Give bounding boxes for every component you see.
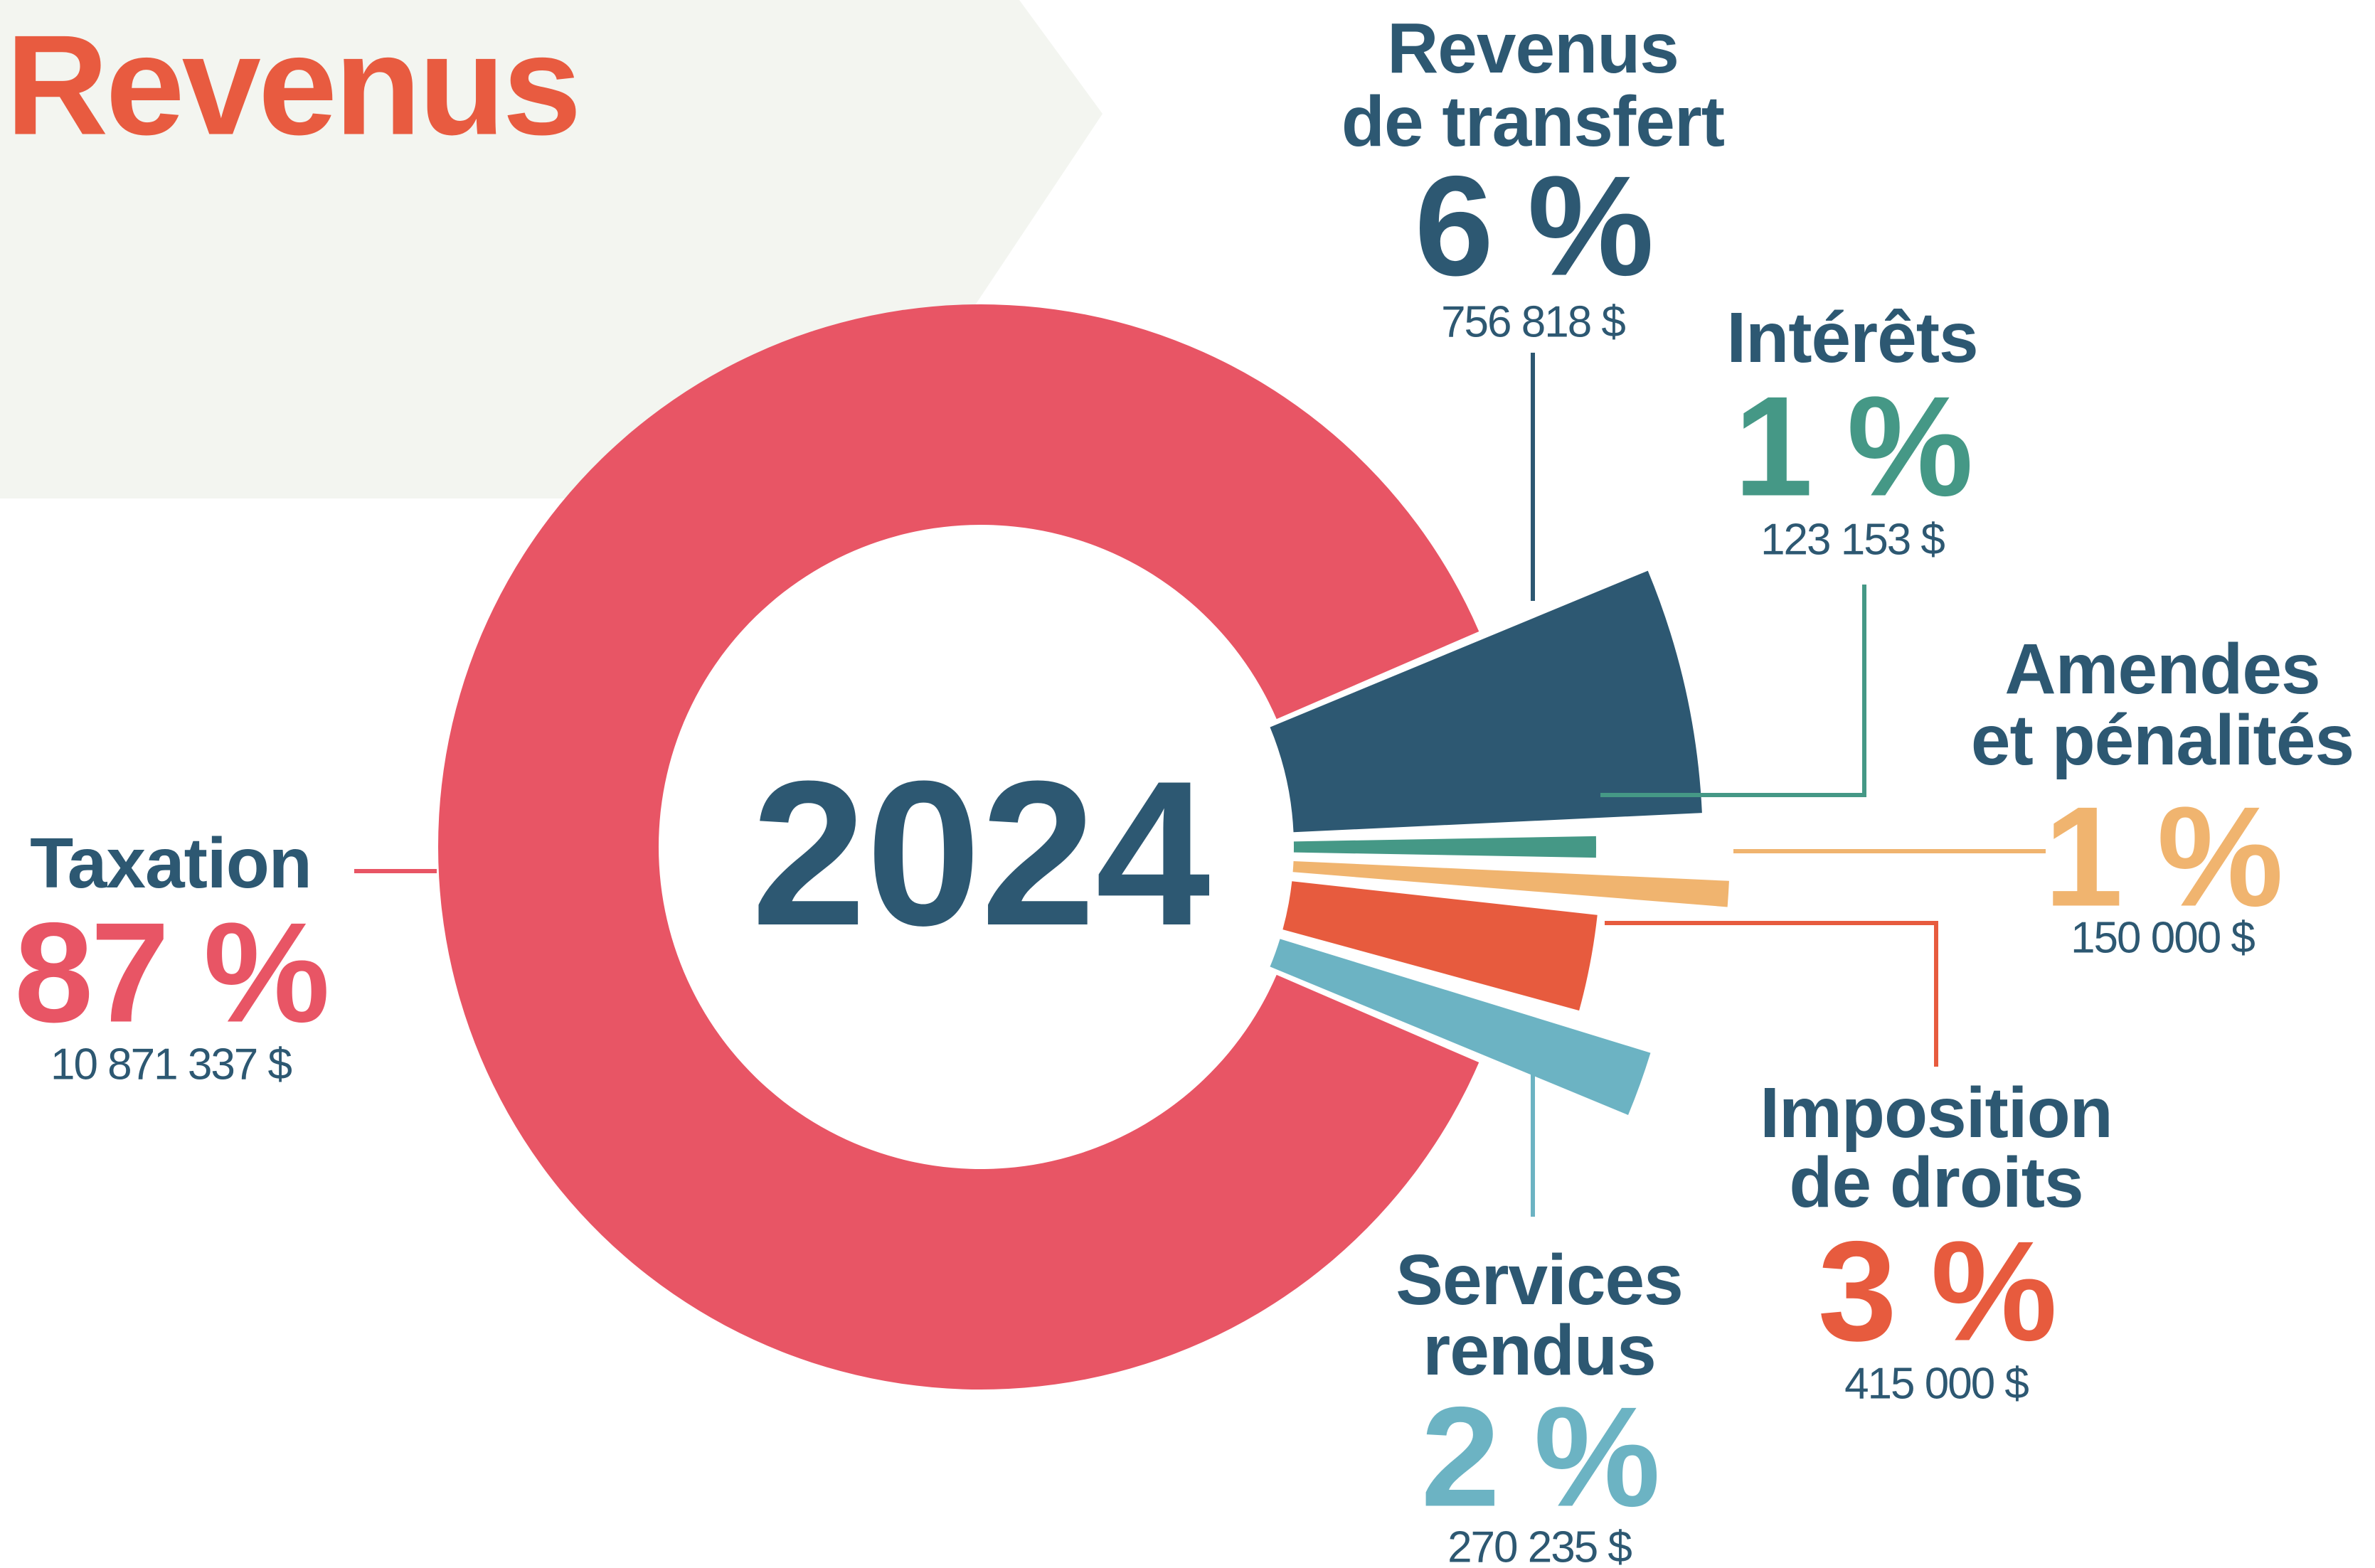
amount-label: 270 235 $ [1447, 1523, 1632, 1568]
amount-label: 756 818 $ [1441, 298, 1625, 347]
slice-name: Services [1396, 1240, 1682, 1320]
chart-title: Revenus [6, 6, 579, 165]
slice-name: Imposition [1760, 1073, 2113, 1153]
wedges [438, 304, 1729, 1390]
value-label: 1 % [1734, 368, 1971, 526]
amount-label: 10 871 337 $ [51, 1040, 292, 1089]
wedge [1293, 836, 1596, 858]
slice-name: Intérêts [1726, 298, 1977, 378]
slice-name: Revenus [1387, 9, 1679, 88]
leader-line [1605, 921, 1938, 1067]
center-label: 2024 [751, 738, 1211, 969]
slice-name: rendus [1423, 1311, 1655, 1390]
wedge [1292, 860, 1729, 907]
value-label: 87 % [14, 894, 327, 1052]
slice-name: et pénalités [1971, 700, 2354, 780]
amount-label: 123 153 $ [1760, 516, 1945, 565]
slice-name: Amendes [2004, 629, 2320, 709]
wedge [438, 304, 1479, 1390]
wedge [1282, 881, 1598, 1011]
slice-name: de transfert [1341, 82, 1725, 161]
leader-line [1600, 585, 1866, 797]
value-label: 2 % [1421, 1378, 1658, 1537]
slice-name: de droits [1789, 1143, 2083, 1222]
slice-name: Taxation [30, 823, 312, 903]
wedge [1270, 939, 1651, 1115]
wedge [1270, 570, 1702, 833]
value-label: 6 % [1415, 147, 1652, 306]
amount-label: 415 000 $ [1844, 1360, 2029, 1409]
value-label: 1 % [2044, 778, 2281, 937]
value-label: 3 % [1818, 1212, 2055, 1371]
amount-label: 150 000 $ [2071, 914, 2255, 963]
